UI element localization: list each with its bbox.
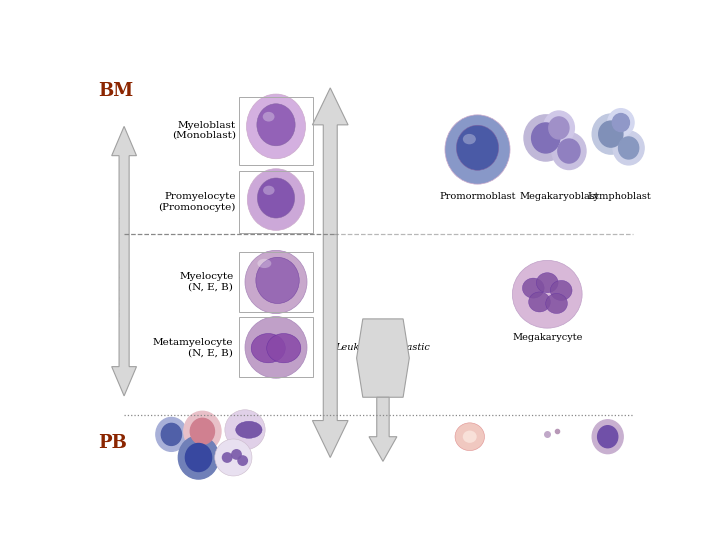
Ellipse shape — [455, 423, 485, 450]
Ellipse shape — [215, 439, 252, 476]
Ellipse shape — [263, 186, 274, 195]
Ellipse shape — [549, 117, 569, 139]
Ellipse shape — [222, 452, 233, 463]
Text: Megakarycyte: Megakarycyte — [512, 333, 582, 342]
Ellipse shape — [251, 334, 285, 363]
Ellipse shape — [550, 280, 572, 300]
Ellipse shape — [248, 168, 305, 231]
Ellipse shape — [599, 121, 623, 147]
Ellipse shape — [445, 115, 510, 184]
Ellipse shape — [546, 294, 567, 314]
Bar — [239, 318, 313, 377]
Ellipse shape — [463, 430, 477, 443]
Ellipse shape — [536, 273, 558, 293]
Ellipse shape — [245, 316, 307, 378]
Bar — [239, 252, 313, 312]
Ellipse shape — [598, 426, 618, 448]
Ellipse shape — [186, 443, 212, 471]
Ellipse shape — [552, 132, 586, 170]
Text: Myeloblast
(Monoblast): Myeloblast (Monoblast) — [171, 120, 235, 140]
Text: Shift to left maturation: Shift to left maturation — [120, 204, 129, 318]
Polygon shape — [312, 88, 348, 457]
Bar — [239, 171, 313, 233]
Text: Lymphoblast: Lymphoblast — [588, 192, 651, 201]
Text: PB: PB — [98, 434, 127, 453]
Polygon shape — [369, 397, 397, 461]
Ellipse shape — [184, 411, 221, 451]
Text: BM: BM — [98, 82, 133, 100]
Ellipse shape — [456, 125, 499, 170]
Ellipse shape — [612, 113, 629, 132]
Text: Promormoblast: Promormoblast — [439, 192, 516, 201]
Ellipse shape — [179, 436, 219, 479]
Ellipse shape — [258, 259, 271, 268]
Ellipse shape — [256, 257, 300, 303]
Text: Hematologic Malignancies: Hematologic Malignancies — [325, 205, 336, 356]
Ellipse shape — [524, 115, 567, 161]
Ellipse shape — [257, 178, 294, 218]
Ellipse shape — [593, 114, 629, 154]
Polygon shape — [356, 319, 409, 397]
Ellipse shape — [225, 410, 265, 450]
Ellipse shape — [513, 260, 582, 328]
Ellipse shape — [238, 455, 248, 466]
Ellipse shape — [558, 139, 580, 163]
Ellipse shape — [235, 421, 262, 438]
Ellipse shape — [161, 423, 181, 446]
Ellipse shape — [544, 111, 575, 145]
Ellipse shape — [613, 131, 644, 165]
Ellipse shape — [618, 137, 639, 159]
Text: Promyelocyte
(Promonocyte): Promyelocyte (Promonocyte) — [158, 192, 235, 212]
Ellipse shape — [263, 112, 274, 122]
Ellipse shape — [156, 417, 187, 451]
Ellipse shape — [608, 109, 634, 137]
Ellipse shape — [266, 334, 301, 363]
Ellipse shape — [231, 449, 242, 460]
Ellipse shape — [245, 251, 307, 314]
Ellipse shape — [246, 94, 305, 159]
Text: Metamyelocyte
(N, E, B): Metamyelocyte (N, E, B) — [153, 339, 233, 358]
Ellipse shape — [190, 418, 215, 444]
Ellipse shape — [531, 123, 560, 153]
Ellipse shape — [257, 104, 295, 146]
Text: Megakaryoblast: Megakaryoblast — [519, 192, 599, 201]
Text: Leukoerythoblastic
Reaction: Leukoerythoblastic Reaction — [336, 343, 431, 364]
Ellipse shape — [528, 292, 550, 312]
Ellipse shape — [523, 278, 544, 298]
Ellipse shape — [463, 134, 476, 144]
Text: Myelocyte
(N, E, B): Myelocyte (N, E, B) — [179, 272, 233, 292]
Ellipse shape — [593, 420, 624, 454]
Bar — [239, 97, 313, 165]
Polygon shape — [112, 126, 137, 396]
